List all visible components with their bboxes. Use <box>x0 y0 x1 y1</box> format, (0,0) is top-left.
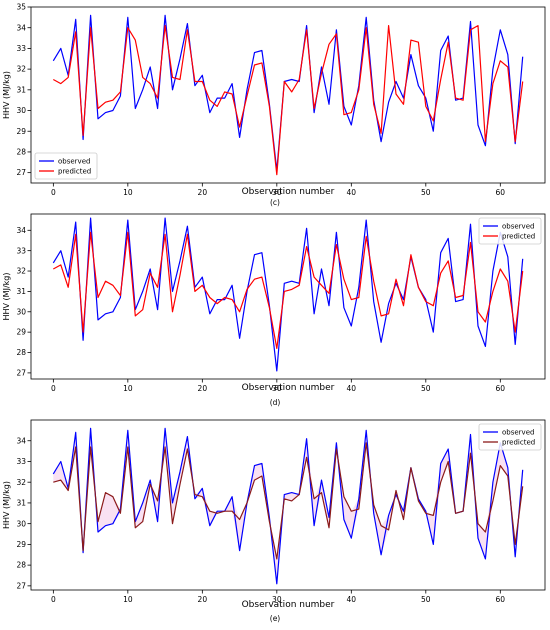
y-tick-label: 28 <box>16 348 26 357</box>
x-tick-label: 60 <box>496 595 506 604</box>
x-tick-label: 60 <box>496 384 506 393</box>
x-tick-label: 0 <box>51 595 56 604</box>
x-tick-label: 0 <box>51 384 56 393</box>
y-tick-label: 33 <box>16 44 26 53</box>
x-tick-label: 40 <box>347 188 357 197</box>
y-tick-label: 27 <box>16 168 26 177</box>
x-tick-label: 30 <box>272 595 282 604</box>
x-tick-label: 30 <box>272 188 282 197</box>
x-tick-label: 10 <box>123 384 133 393</box>
legend-box <box>478 423 542 451</box>
legend: observed predicted <box>478 217 542 245</box>
y-tick-label: 33 <box>16 246 26 255</box>
x-tick-label: 40 <box>347 384 357 393</box>
series-line-observed <box>52 14 524 172</box>
x-tick-label: 10 <box>123 595 133 604</box>
panel-caption: (c) <box>270 198 280 207</box>
y-axis-label: HHV (MJ/kg) <box>2 273 11 321</box>
legend-label: observed <box>502 429 534 437</box>
x-tick-label: 40 <box>347 595 357 604</box>
x-tick-label: 50 <box>421 384 431 393</box>
y-tick-label: 34 <box>16 436 26 445</box>
y-tick-label: 31 <box>16 287 26 296</box>
x-tick-label: 50 <box>421 188 431 197</box>
legend: observed predicted <box>34 152 98 180</box>
y-axis-label: HHV (MJ/kg) <box>2 481 11 529</box>
series-line-predicted <box>53 442 524 560</box>
chart-panel-3: 0 10 20 30 40 50 60 27 28 29 30 31 32 33 34 Observation… <box>2 419 546 623</box>
x-tick-label: 0 <box>51 188 56 197</box>
y-tick-label: 31 <box>16 85 26 94</box>
y-tick-label: 34 <box>16 226 26 235</box>
series-line-observed <box>52 217 524 372</box>
chart-panel-2: 0 10 20 30 40 50 60 27 28 29 30 31 32 33 34 Observation… <box>2 213 546 407</box>
y-tick-label: 29 <box>16 328 26 337</box>
panel-caption: (d) <box>270 398 281 407</box>
y-tick-label: 32 <box>16 65 26 74</box>
y-tick-label: 30 <box>16 307 26 316</box>
legend: observed predicted <box>478 423 542 451</box>
legend-label: observed <box>58 158 90 166</box>
y-tick-label: 28 <box>16 561 26 570</box>
plot-area-frame <box>30 6 546 184</box>
legend-label: observed <box>502 223 534 231</box>
legend-label: predicted <box>58 168 91 176</box>
legend-label: predicted <box>502 439 535 447</box>
x-tick-label: 60 <box>496 188 506 197</box>
y-axis-label: HHV (MJ/kg) <box>2 71 11 119</box>
y-tick-label: 33 <box>16 457 26 466</box>
y-tick-label: 29 <box>16 127 26 136</box>
x-axis-label: Observation number <box>242 187 335 197</box>
plot-area-frame <box>30 213 546 380</box>
y-tick-label: 28 <box>16 148 26 157</box>
y-tick-label: 35 <box>16 3 26 12</box>
x-axis-label: Observation number <box>242 600 335 610</box>
panel-caption: (e) <box>270 614 281 623</box>
y-tick-label: 30 <box>16 106 26 115</box>
x-tick-label: 20 <box>198 188 208 197</box>
x-tick-label: 20 <box>198 384 208 393</box>
x-tick-label: 30 <box>272 384 282 393</box>
y-tick-label: 34 <box>16 23 26 32</box>
series-line-predicted <box>53 25 524 176</box>
legend-box <box>478 217 542 245</box>
y-tick-label: 29 <box>16 540 26 549</box>
series-line-observed <box>52 427 524 585</box>
series-line-predicted <box>53 231 524 349</box>
x-tick-label: 20 <box>198 595 208 604</box>
y-tick-label: 27 <box>16 368 26 377</box>
y-tick-label: 32 <box>16 267 26 276</box>
legend-label: predicted <box>502 233 535 241</box>
x-tick-label: 10 <box>123 188 133 197</box>
x-axis-label: Observation number <box>242 383 335 393</box>
y-tick-label: 27 <box>16 581 26 590</box>
y-tick-label: 30 <box>16 519 26 528</box>
chart-panel-1: 0 10 20 30 40 50 60 27 28 29 30 31 32 33 34 35 Observati… <box>2 3 546 207</box>
legend-box <box>34 152 98 180</box>
x-tick-label: 50 <box>421 595 431 604</box>
y-tick-label: 31 <box>16 499 26 508</box>
y-tick-label: 32 <box>16 478 26 487</box>
